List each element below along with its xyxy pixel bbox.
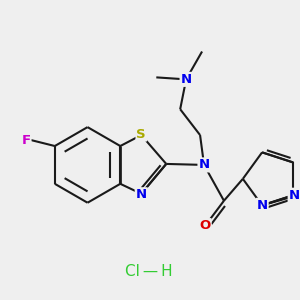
Text: N: N (199, 158, 210, 171)
Text: S: S (136, 128, 146, 141)
Text: N: N (136, 188, 147, 201)
Text: F: F (21, 134, 31, 147)
Text: Cl — H: Cl — H (125, 264, 173, 279)
Text: N: N (289, 189, 300, 202)
Text: N: N (256, 199, 268, 212)
Text: N: N (181, 73, 192, 86)
Text: O: O (200, 219, 211, 232)
